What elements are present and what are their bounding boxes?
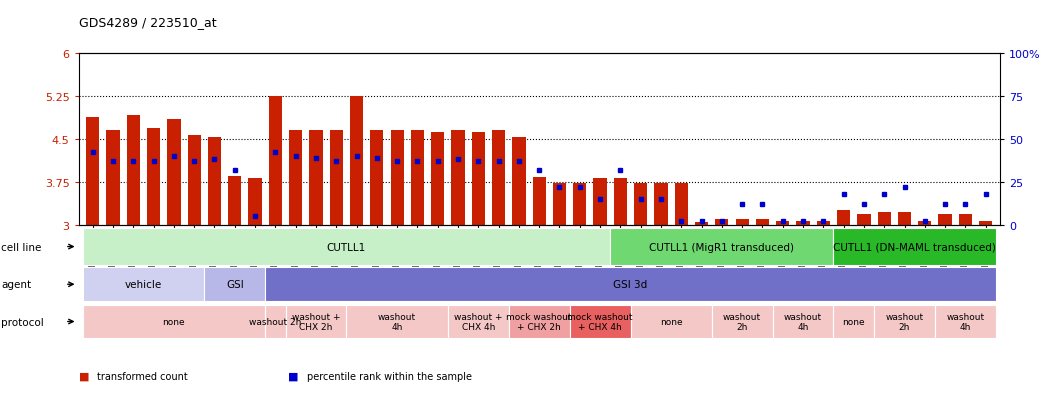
Bar bbox=[797, 221, 809, 225]
Bar bbox=[371, 131, 383, 225]
Bar bbox=[107, 131, 119, 225]
Bar bbox=[938, 215, 952, 225]
Bar bbox=[756, 219, 770, 225]
Bar bbox=[857, 215, 870, 225]
Text: GSI: GSI bbox=[226, 280, 244, 290]
Bar bbox=[248, 178, 262, 225]
Text: washout +
CHX 4h: washout + CHX 4h bbox=[454, 312, 503, 331]
Text: mock washout
+ CHX 4h: mock washout + CHX 4h bbox=[567, 312, 632, 331]
Text: vehicle: vehicle bbox=[125, 280, 162, 290]
Bar bbox=[654, 184, 668, 225]
Bar bbox=[594, 178, 606, 225]
Bar bbox=[309, 131, 322, 225]
Bar bbox=[451, 131, 465, 225]
Bar bbox=[634, 184, 647, 225]
Bar bbox=[289, 131, 303, 225]
Bar bbox=[776, 221, 789, 225]
Bar bbox=[391, 131, 404, 225]
Bar bbox=[228, 176, 242, 225]
Bar bbox=[168, 119, 180, 225]
Text: washout
4h: washout 4h bbox=[378, 312, 417, 331]
Text: CUTLL1 (MigR1 transduced): CUTLL1 (MigR1 transduced) bbox=[649, 242, 795, 252]
Bar bbox=[187, 135, 201, 225]
Text: none: none bbox=[162, 317, 185, 326]
Text: washout
4h: washout 4h bbox=[784, 312, 822, 331]
Bar bbox=[410, 131, 424, 225]
Text: washout
4h: washout 4h bbox=[946, 312, 984, 331]
Bar bbox=[573, 184, 586, 225]
Bar bbox=[695, 222, 708, 225]
Bar bbox=[472, 133, 485, 225]
Bar bbox=[330, 131, 342, 225]
Bar bbox=[431, 133, 444, 225]
Bar bbox=[533, 177, 545, 225]
Text: none: none bbox=[843, 317, 865, 326]
Bar bbox=[979, 221, 993, 225]
Text: washout +
CHX 2h: washout + CHX 2h bbox=[292, 312, 340, 331]
Bar bbox=[898, 213, 911, 225]
Bar bbox=[959, 215, 972, 225]
Text: CUTLL1: CUTLL1 bbox=[327, 242, 366, 252]
Text: mock washout
+ CHX 2h: mock washout + CHX 2h bbox=[507, 312, 572, 331]
Text: ■: ■ bbox=[288, 371, 298, 381]
Text: agent: agent bbox=[1, 280, 31, 290]
Bar bbox=[512, 138, 526, 225]
Bar bbox=[208, 138, 221, 225]
Text: none: none bbox=[660, 317, 683, 326]
Bar bbox=[736, 219, 749, 225]
Text: ■: ■ bbox=[79, 371, 89, 381]
Bar bbox=[877, 213, 891, 225]
Bar bbox=[269, 97, 282, 225]
Bar bbox=[918, 221, 932, 225]
Bar bbox=[837, 211, 850, 225]
Text: cell line: cell line bbox=[1, 242, 42, 252]
Bar bbox=[817, 221, 830, 225]
Bar bbox=[492, 131, 506, 225]
Text: GSI 3d: GSI 3d bbox=[614, 280, 648, 290]
Text: protocol: protocol bbox=[1, 317, 44, 327]
Bar bbox=[614, 178, 627, 225]
Bar bbox=[86, 118, 99, 225]
Bar bbox=[715, 219, 729, 225]
Text: percentile rank within the sample: percentile rank within the sample bbox=[307, 371, 472, 381]
Bar bbox=[674, 183, 688, 225]
Text: washout
2h: washout 2h bbox=[723, 312, 761, 331]
Text: washout 2h: washout 2h bbox=[249, 317, 302, 326]
Text: washout
2h: washout 2h bbox=[886, 312, 923, 331]
Bar bbox=[553, 184, 566, 225]
Bar bbox=[127, 115, 140, 225]
Bar bbox=[147, 129, 160, 225]
Text: transformed count: transformed count bbox=[97, 371, 188, 381]
Text: CUTLL1 (DN-MAML transduced): CUTLL1 (DN-MAML transduced) bbox=[833, 242, 996, 252]
Bar bbox=[350, 97, 363, 225]
Text: GDS4289 / 223510_at: GDS4289 / 223510_at bbox=[79, 16, 216, 29]
